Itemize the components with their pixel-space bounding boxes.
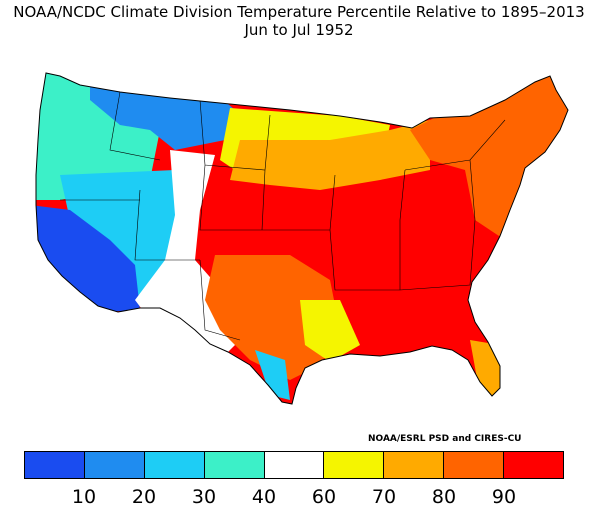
data-credit: NOAA/ESRL PSD and CIRES-CU — [368, 434, 522, 444]
legend-tick-label: 90 — [491, 486, 517, 508]
map-title: NOAA/NCDC Climate Division Temperature P… — [13, 3, 585, 21]
legend-tick-label: 60 — [311, 486, 337, 508]
legend-tick-label: 10 — [71, 486, 97, 508]
legend-swatch-3 — [144, 452, 205, 478]
state-borders — [60, 91, 506, 341]
legend-tick-label: 80 — [431, 486, 457, 508]
map-region-great-basin — [60, 170, 180, 300]
legend-swatch-6 — [324, 452, 385, 478]
map-region-texas — [205, 255, 340, 380]
map-subtitle: Jun to Jul 1952 — [244, 21, 354, 39]
legend-swatch-4 — [204, 452, 265, 478]
legend-tick-label: 20 — [131, 486, 157, 508]
legend-swatch-8 — [444, 452, 505, 478]
legend-tick-label: 30 — [191, 486, 217, 508]
legend-swatch-9 — [504, 452, 564, 478]
legend-tick-label: 40 — [251, 486, 277, 508]
legend-swatch-2 — [84, 452, 145, 478]
map-region-california-southwest — [36, 205, 140, 312]
color-legend-bar — [24, 451, 564, 479]
map-region-gulf-coast — [300, 300, 360, 362]
legend-tick-label: 70 — [371, 486, 397, 508]
legend-swatch-1 — [25, 452, 85, 478]
legend-swatch-7 — [384, 452, 445, 478]
map-region-south-texas-coast — [255, 350, 290, 400]
legend-swatch-5 — [264, 452, 325, 478]
map-region-upper-midwest — [230, 120, 430, 190]
